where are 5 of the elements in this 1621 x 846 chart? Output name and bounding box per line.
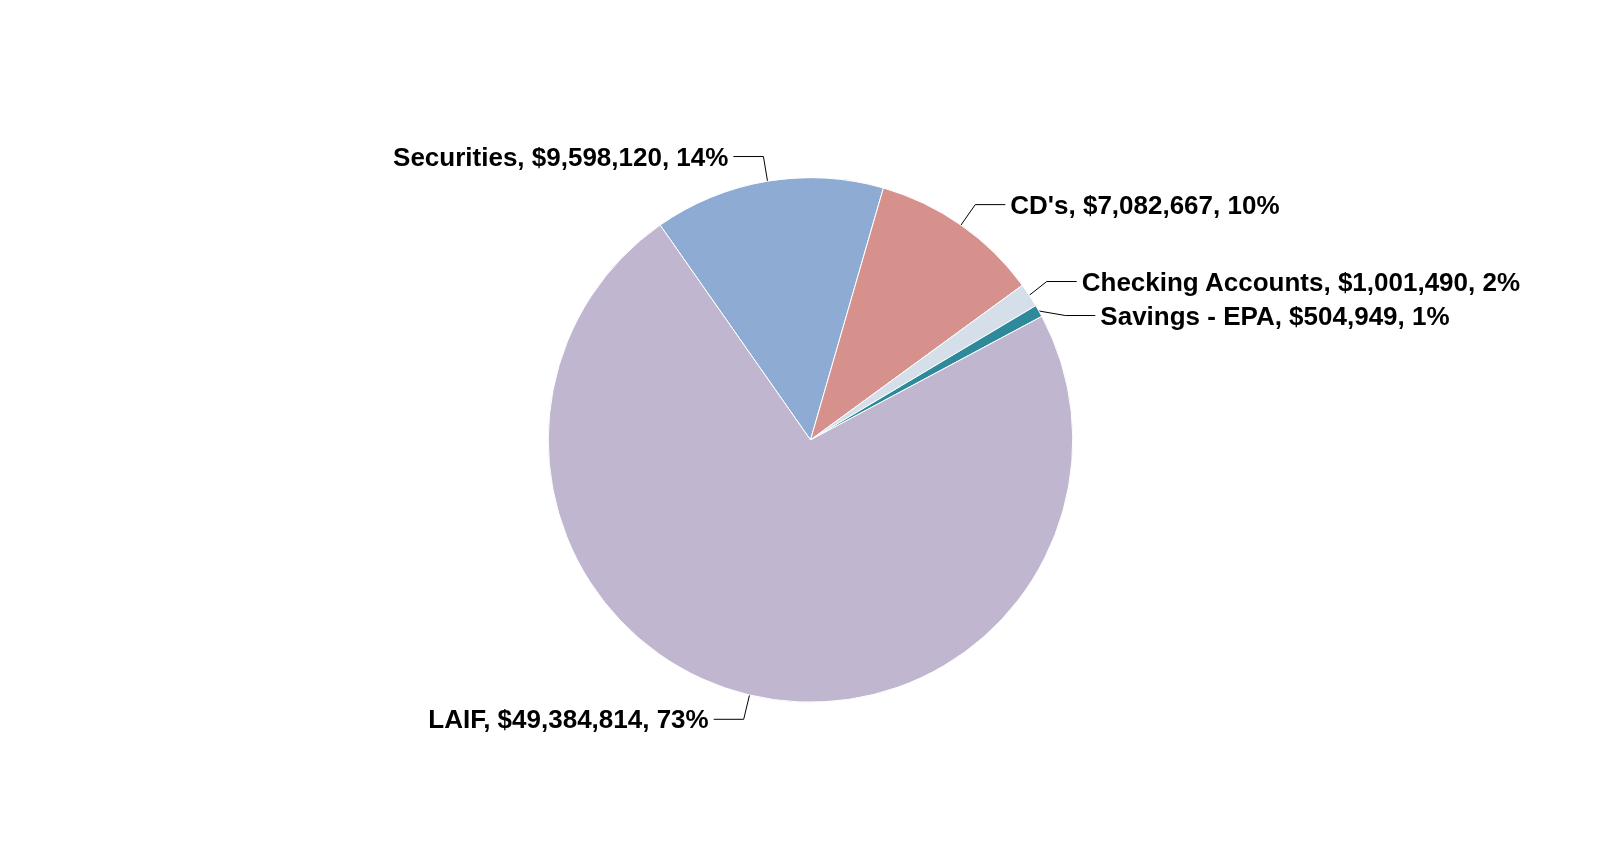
slice-label: Securities, $9,598,120, 14% xyxy=(393,141,729,172)
slice-label: LAIF, $49,384,814, 73% xyxy=(428,704,709,735)
slice-label: Savings - EPA, $504,949, 1% xyxy=(1100,300,1450,331)
slice-label: Checking Accounts, $1,001,490, 2% xyxy=(1081,266,1521,297)
slice-label: CD's, $7,082,667, 10% xyxy=(1010,189,1280,220)
